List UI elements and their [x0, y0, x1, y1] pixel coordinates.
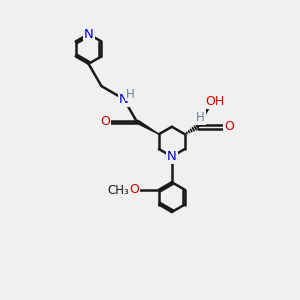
Text: O: O: [129, 183, 139, 196]
Text: H: H: [196, 111, 205, 124]
Text: O: O: [100, 115, 110, 128]
Polygon shape: [135, 120, 159, 134]
Text: N: N: [84, 28, 93, 40]
Text: N: N: [167, 150, 177, 163]
Text: CH₃: CH₃: [107, 184, 129, 197]
Text: OH: OH: [205, 95, 224, 108]
Text: H: H: [126, 88, 135, 100]
Text: O: O: [224, 120, 234, 133]
Text: N: N: [119, 92, 129, 106]
